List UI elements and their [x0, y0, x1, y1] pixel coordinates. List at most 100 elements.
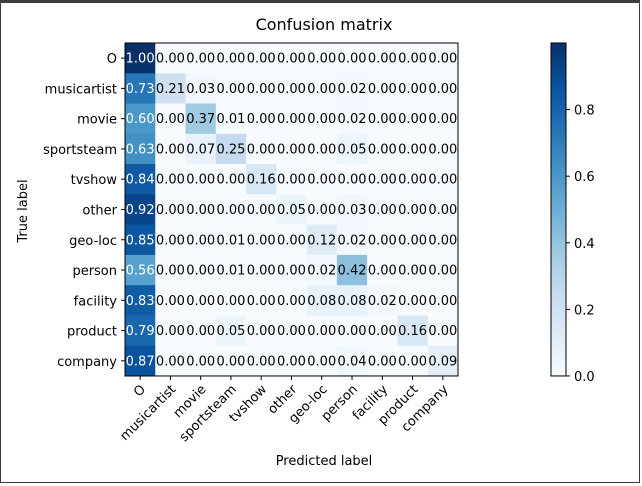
cell-value-label: 0.00	[338, 52, 367, 67]
cell-value-label: 0.00	[277, 354, 306, 369]
cell-value-label: 0.02	[338, 233, 367, 248]
heatmap-cell	[185, 164, 217, 195]
heatmap-cell	[276, 164, 308, 195]
cell-value-label: 0.79	[126, 324, 155, 339]
cell-value-label: 0.83	[126, 294, 155, 309]
cell-value-label: 0.85	[126, 233, 155, 248]
heatmap-cell	[367, 43, 398, 74]
x-axis-label: Predicted label	[276, 454, 373, 469]
heatmap-cell	[246, 345, 277, 377]
colorbar	[550, 42, 567, 377]
cell-value-label: 0.05	[338, 142, 367, 157]
heatmap-cell	[306, 254, 338, 286]
heatmap-cell	[125, 73, 156, 105]
heatmap-cell	[246, 164, 277, 195]
heatmap-cell	[276, 194, 308, 226]
heatmap-cell	[306, 285, 338, 316]
x-tick-label: O	[131, 382, 149, 400]
heatmap-cell	[276, 133, 308, 165]
cell-value-label: 0.00	[428, 142, 457, 157]
cell-value-label: 0.00	[368, 264, 397, 279]
cell-value-label: 0.00	[428, 324, 457, 339]
heatmap-cell	[397, 43, 429, 74]
cell-value-label: 0.00	[428, 203, 457, 218]
heatmap-cell	[367, 345, 398, 377]
heatmap-cell	[427, 103, 459, 135]
heatmap-cell	[427, 345, 459, 377]
cell-value-label: 0.37	[186, 112, 215, 127]
heatmap-cell	[276, 254, 308, 286]
cell-value-label: 0.00	[368, 112, 397, 127]
colorbar-tick-label: 0.6	[574, 170, 595, 185]
heatmap-cell	[215, 315, 247, 347]
cell-value-label: 0.00	[307, 173, 336, 188]
cell-value-label: 0.00	[368, 82, 397, 97]
heatmap-cell	[215, 285, 247, 316]
cell-value-label: 1.00	[126, 52, 155, 67]
cell-value-label: 0.00	[277, 294, 306, 309]
cell-value-label: 0.00	[307, 203, 336, 218]
heatmap-cell	[367, 285, 398, 316]
cell-value-label: 0.00	[338, 173, 367, 188]
heatmap-cell	[306, 103, 338, 135]
confusion-matrix-chart: Confusion matrix 1.00 0.00 0.00 0.00 0.00 0.0…	[16, 15, 595, 469]
heatmap-cell	[155, 254, 187, 286]
cell-value-label: 0.00	[156, 52, 185, 67]
heatmap-cell	[276, 43, 308, 74]
cell-value-label: 0.00	[277, 324, 306, 339]
heatmap-cell	[155, 224, 187, 256]
cell-value-label: 0.05	[277, 203, 306, 218]
cell-value-label: 0.02	[307, 264, 336, 279]
cell-value-label: 0.00	[398, 142, 427, 157]
cell-value-label: 0.04	[338, 354, 367, 369]
cell-value-label: 0.00	[216, 294, 245, 309]
heatmap-cell	[427, 164, 459, 195]
heatmap-cell	[246, 43, 277, 74]
cell-value-label: 0.01	[216, 264, 245, 279]
heatmap-cell	[367, 194, 398, 226]
cell-value-label: 0.00	[247, 324, 276, 339]
cell-value-label: 0.00	[307, 324, 336, 339]
heatmap-cell	[125, 315, 156, 347]
heatmap-cell	[246, 103, 277, 135]
heatmap-cell	[427, 43, 459, 74]
heatmap-cell	[125, 254, 156, 286]
heatmap-cell	[306, 194, 338, 226]
cell-value-label: 0.02	[368, 294, 397, 309]
heatmap-cell	[155, 315, 187, 347]
cell-value-label: 0.63	[126, 142, 155, 157]
cell-value-label: 0.00	[186, 354, 215, 369]
heatmap-cell	[427, 133, 459, 165]
heatmap-cell	[397, 194, 429, 226]
cell-value-label: 0.00	[307, 354, 336, 369]
cell-value-label: 0.25	[216, 142, 245, 157]
heatmap-cell	[215, 164, 247, 195]
cell-value-label: 0.92	[126, 203, 155, 218]
heatmap-cell	[336, 43, 368, 74]
heatmap-cell	[397, 285, 429, 316]
heatmap-cell	[427, 285, 459, 316]
heatmap-cell	[185, 133, 217, 165]
heatmap-cell	[397, 164, 429, 195]
heatmap-cell	[185, 194, 217, 226]
heatmap-cell	[367, 133, 398, 165]
heatmap-cell	[246, 133, 277, 165]
cell-value-label: 0.00	[186, 264, 215, 279]
heatmap-cell	[276, 345, 308, 377]
heatmap-cell	[276, 224, 308, 256]
colorbar-tick-label: 0.2	[574, 303, 595, 318]
cell-value-label: 0.00	[156, 264, 185, 279]
heatmap-cell	[306, 315, 338, 347]
heatmap-cell	[246, 194, 277, 226]
heatmap-cell	[427, 194, 459, 226]
cell-value-label: 0.00	[216, 52, 245, 67]
heatmap-cell	[397, 133, 429, 165]
cell-value-label: 0.00	[398, 233, 427, 248]
heatmap-cell	[397, 254, 429, 286]
cell-value-label: 0.00	[186, 324, 215, 339]
heatmap-cell	[306, 133, 338, 165]
heatmap-cells	[125, 43, 459, 377]
cell-value-label: 0.00	[216, 203, 245, 218]
heatmap-cell	[397, 73, 429, 105]
y-tick-label: tvshow	[71, 173, 118, 188]
